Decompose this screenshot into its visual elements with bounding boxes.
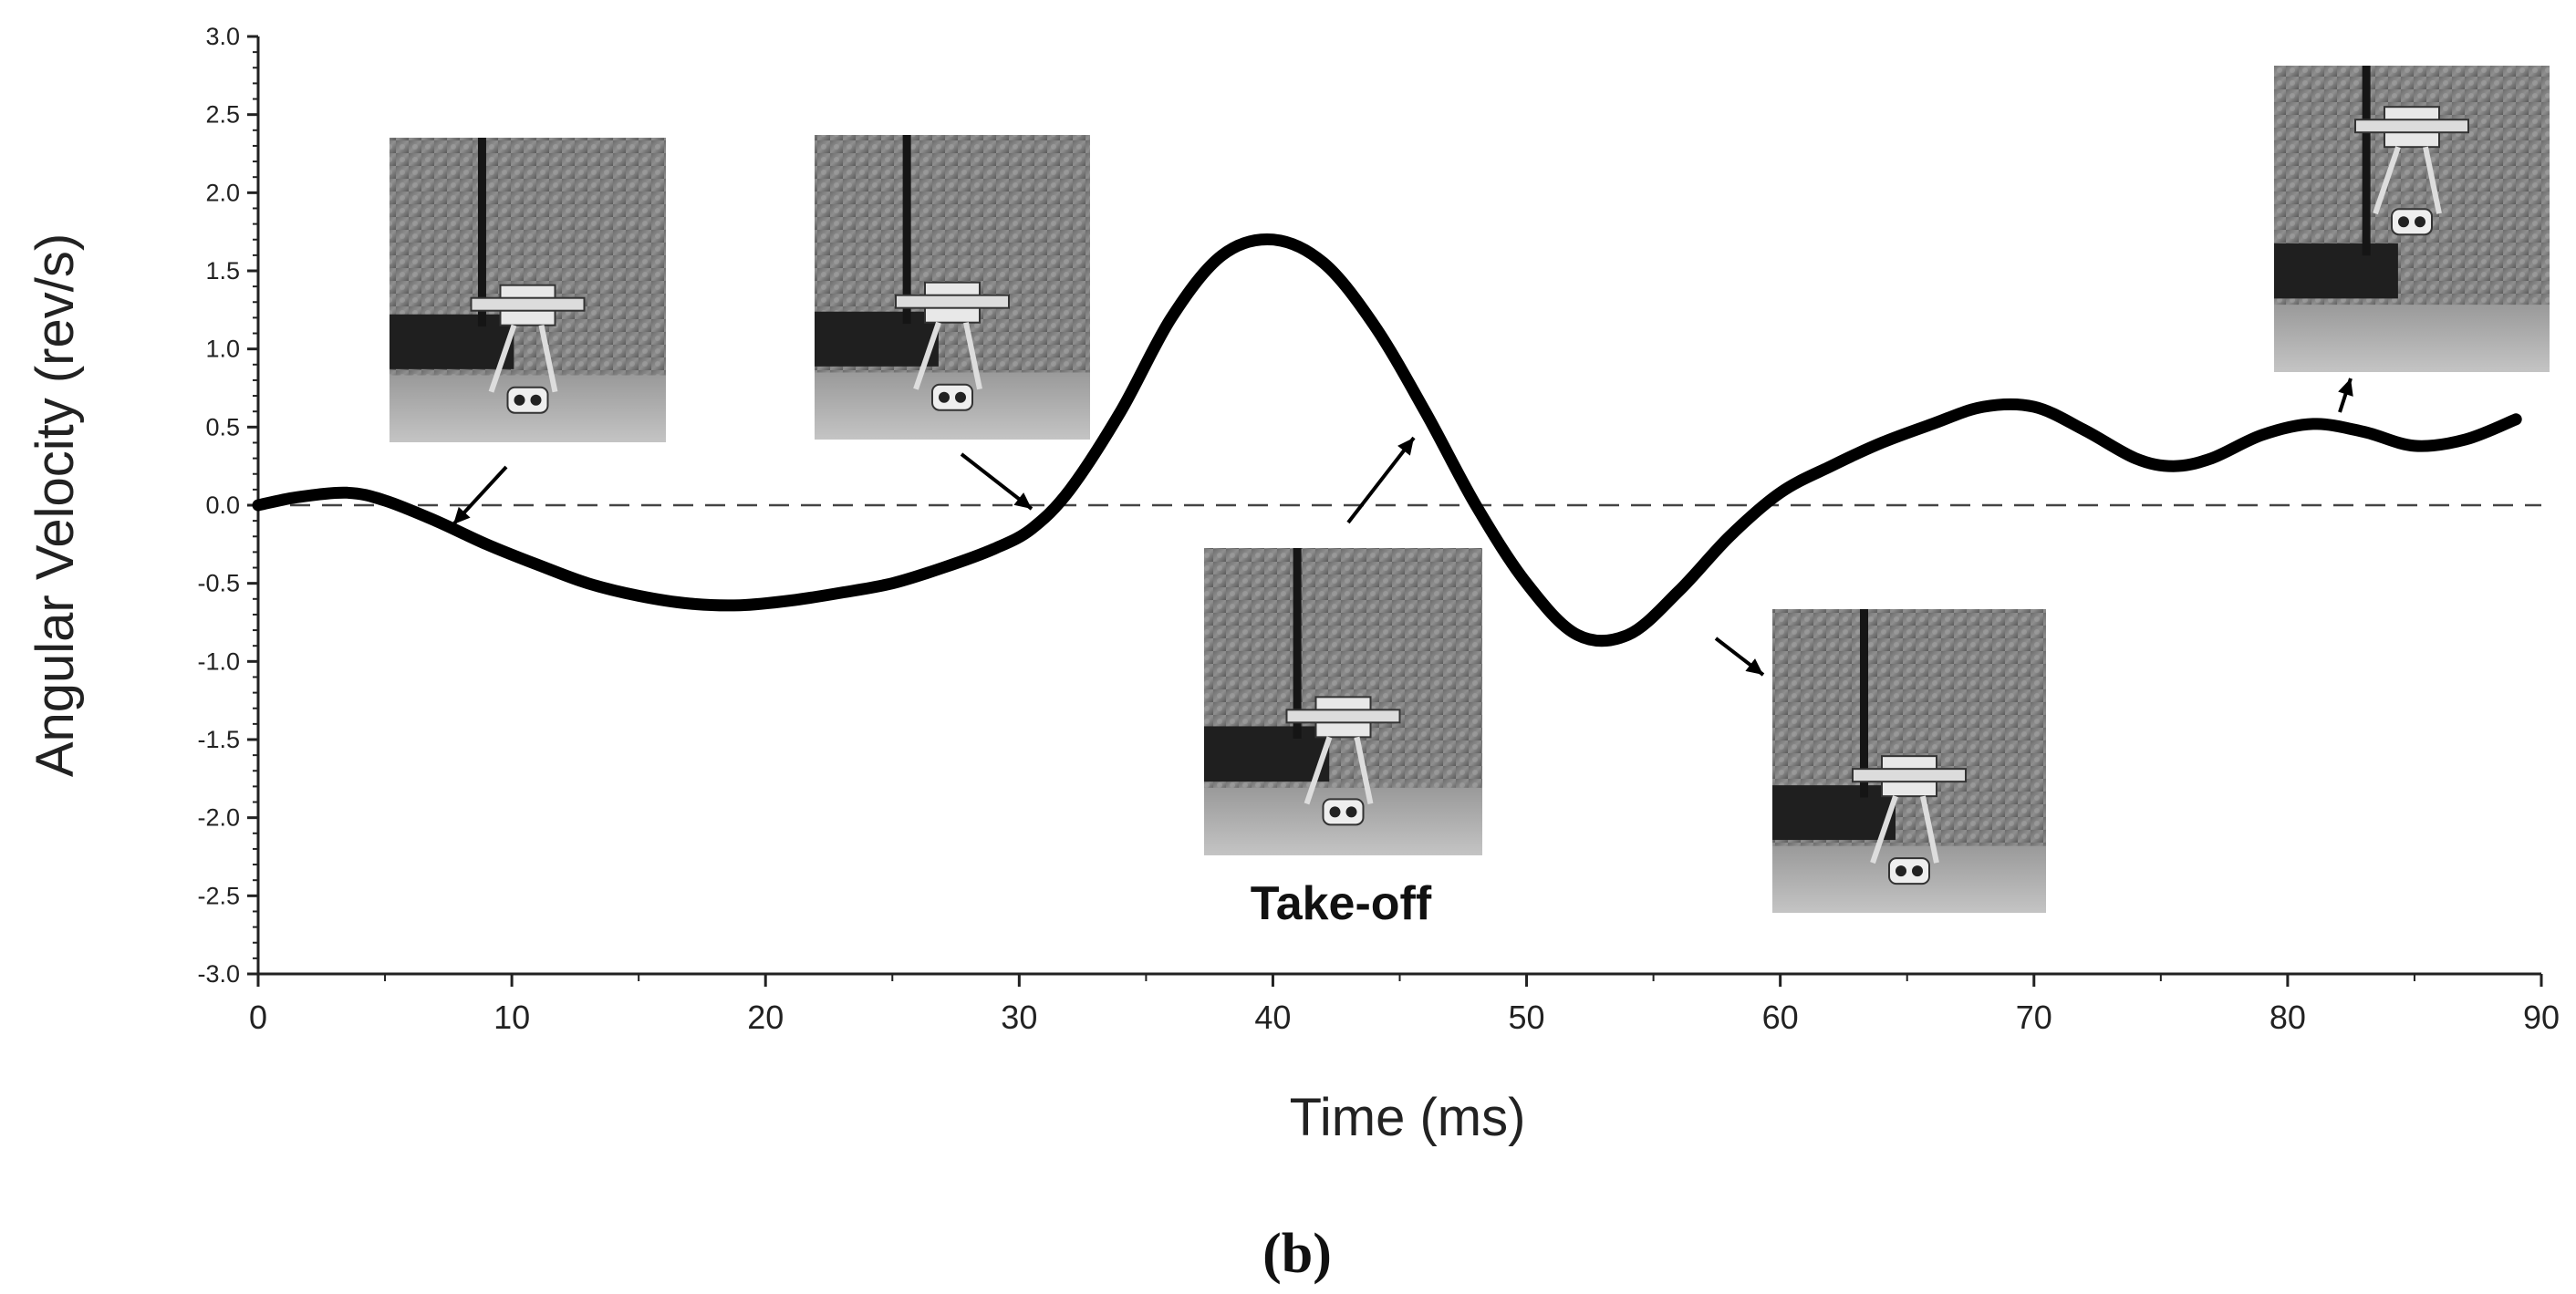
x-tick-label: 90: [2523, 999, 2560, 1036]
robot-high-jump-photo: [2274, 66, 2550, 372]
y-tick-label: 1.5: [205, 257, 240, 285]
x-tick-label: 20: [747, 999, 784, 1036]
x-tick-label: 70: [2016, 999, 2052, 1036]
series-line: [252, 233, 2522, 647]
y-tick-label: -2.0: [197, 804, 240, 832]
pointer-arrow: [960, 452, 1034, 511]
robot-crouched-photo: [390, 138, 666, 442]
x-tick-label: 30: [1001, 999, 1037, 1036]
panel-label: (b): [1262, 1223, 1332, 1285]
pointer-arrow: [1346, 436, 1416, 524]
y-tick-label: -1.5: [197, 726, 240, 753]
x-tick-label: 0: [249, 999, 267, 1036]
y-tick-label: 0.0: [205, 492, 240, 519]
y-tick-label: 3.0: [205, 23, 240, 50]
x-axis-ticks: 0 10 20 30 40 50 60 70 80 90: [249, 974, 2560, 1036]
x-tick-label: 10: [493, 999, 530, 1036]
y-tick-label: -1.0: [197, 647, 240, 675]
y-tick-label: -0.5: [197, 570, 240, 597]
x-tick-label: 60: [1762, 999, 1799, 1036]
y-tick-label: -2.5: [197, 882, 240, 909]
photo-insets: [390, 66, 2550, 913]
y-tick-label: 1.0: [205, 336, 240, 363]
y-axis-ticks: 3.0 2.5 2.0 1.5 1.0 0.5 0.0 -0.5 -1.0 -1.5 -2.0 -2.…: [197, 23, 258, 988]
robot-extending-photo: [815, 135, 1090, 440]
robot-takeoff-photo: [1204, 548, 1482, 855]
y-tick-label: 0.5: [205, 413, 240, 440]
x-tick-label: 80: [2270, 999, 2306, 1036]
takeoff-annotation: Take-off: [1251, 877, 1432, 930]
pointer-arrow: [1714, 637, 1765, 677]
y-tick-label: -3.0: [197, 960, 240, 988]
y-tick-label: 2.5: [205, 101, 240, 129]
robot-airborne-photo: [1772, 609, 2046, 913]
pointer-arrow: [2338, 378, 2353, 413]
x-tick-label: 40: [1254, 999, 1291, 1036]
pointer-arrow: [452, 465, 508, 526]
y-tick-label: 2.0: [205, 179, 240, 206]
x-axis-title: Time (ms): [1290, 1088, 1526, 1147]
y-axis-title: Angular Velocity (rev/s): [26, 233, 85, 777]
x-tick-label: 50: [1509, 999, 1545, 1036]
